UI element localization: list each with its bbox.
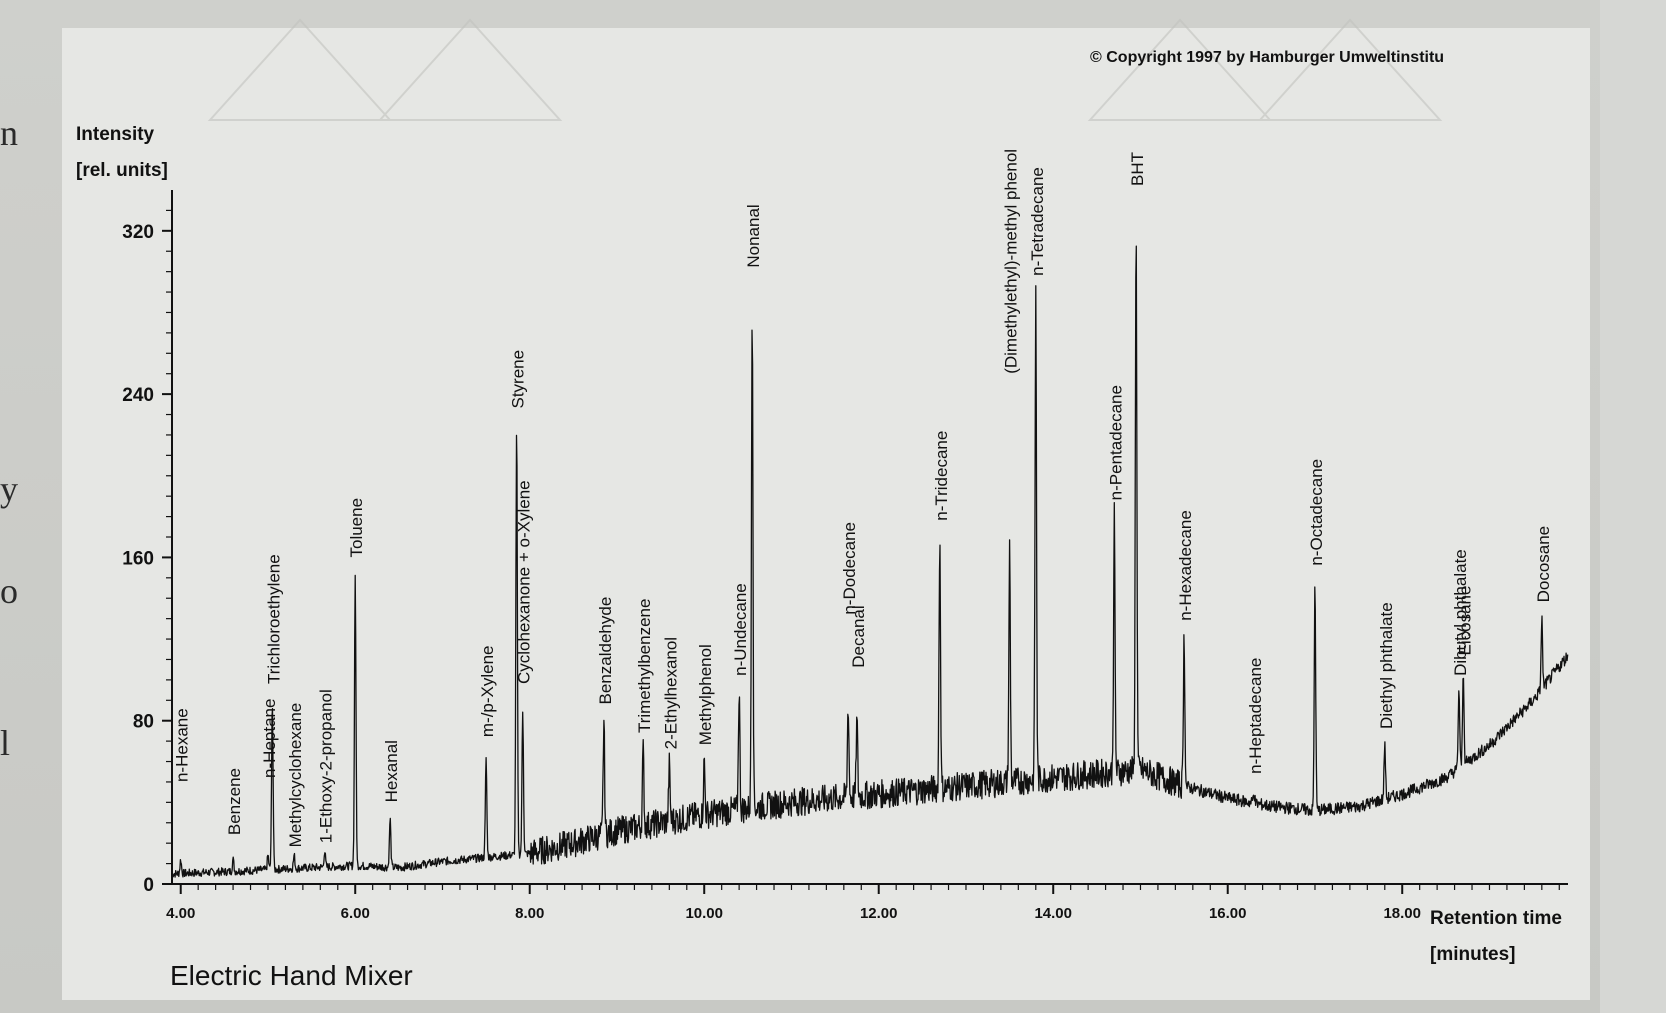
x-tick-label: 16.00 — [1209, 905, 1247, 922]
peak-label: Methylcyclohexane — [286, 703, 305, 848]
peak-label: n-Hexane — [173, 708, 192, 782]
peak-label: Diethyl phthalate — [1377, 602, 1396, 729]
y-axis-title: Intensity — [76, 124, 155, 145]
peak-label: Benzene — [225, 768, 244, 835]
peak-label: n-Tridecane — [932, 431, 951, 521]
peak-label: BHT — [1128, 152, 1147, 186]
peak-label: Trimethylbenzene — [635, 599, 654, 734]
peak-label: n-Hexadecane — [1176, 510, 1195, 621]
left-edge-char: o — [0, 571, 18, 611]
y-axis-unit: [rel. units] — [76, 160, 168, 181]
ghost-background-text — [207, 18, 1443, 121]
peak-label: n-Heptane — [260, 699, 279, 778]
peak-label: Trichloroethylene — [264, 554, 283, 684]
x-tick-label: 4.00 — [166, 905, 195, 922]
peak-label: Styrene — [509, 350, 528, 409]
peak-label: Nonanal — [744, 204, 763, 267]
peak-label: n-Tetradecane — [1028, 167, 1047, 276]
peak-label: m-/p-Xylene — [478, 645, 497, 737]
peak-label: Decanal — [849, 605, 868, 667]
x-axis-ticks: 4.00 6.00 8.00 10.00 12.00 14.00 16.00 18.00 — [166, 884, 1560, 922]
chart-caption: Electric Hand Mixer — [170, 960, 413, 991]
peak-label: Eicosane — [1455, 586, 1474, 656]
y-tick-label: 160 — [122, 548, 154, 569]
x-axis-title: Retention time — [1430, 908, 1562, 929]
peak-label: n-Undecane — [731, 583, 750, 676]
peak-label: Dibutyl phthalate — [1451, 549, 1470, 676]
x-tick-label: 10.00 — [685, 905, 723, 922]
right-page-strip — [1600, 0, 1666, 1013]
copyright-notice: © Copyright 1997 by Hamburger Umweltinst… — [1090, 49, 1444, 66]
peak-labels: n-Hexane Benzene n-Heptane Trichloroethylen… — [173, 149, 1553, 847]
left-edge-char: l — [0, 723, 11, 763]
peak-label: n-Heptadecane — [1246, 658, 1265, 774]
peak-label: 1-Ethoxy-2-propanol — [317, 689, 336, 843]
peak-label: n-Octadecane — [1307, 459, 1326, 566]
peak-label: Toluene — [347, 498, 366, 558]
y-tick-label: 320 — [122, 222, 154, 243]
peak-label: Benzaldehyde — [596, 597, 615, 705]
peak-label: Methylphenol — [696, 644, 715, 745]
peak-label: 2-Ethylhexanol — [661, 637, 680, 749]
peak-label: (Dimethylethyl)-methyl phenol — [1002, 149, 1021, 374]
y-tick-label: 240 — [122, 385, 154, 406]
left-edge-char: n — [0, 113, 18, 153]
left-edge-char: y — [0, 469, 18, 509]
x-tick-label: 12.00 — [860, 905, 898, 922]
y-tick-label: 80 — [133, 712, 154, 733]
x-tick-label: 8.00 — [515, 905, 544, 922]
x-tick-label: 18.00 — [1383, 905, 1421, 922]
chromatogram-trace — [171, 245, 1569, 878]
x-tick-label: 6.00 — [341, 905, 370, 922]
peak-label: n-Dodecane — [840, 522, 859, 615]
peak-label: Cyclohexanone + o-Xylene — [515, 480, 534, 684]
peak-label: Docosane — [1534, 526, 1553, 603]
x-axis-unit: [minutes] — [1430, 944, 1516, 965]
y-tick-label: 0 — [143, 875, 154, 896]
chart-panel — [62, 28, 1590, 1000]
peak-label: Hexanal — [382, 740, 401, 802]
x-tick-label: 14.00 — [1034, 905, 1072, 922]
peak-label: n-Pentadecane — [1106, 385, 1125, 500]
y-axis-ticks: 0 80 160 240 320 — [122, 209, 172, 896]
